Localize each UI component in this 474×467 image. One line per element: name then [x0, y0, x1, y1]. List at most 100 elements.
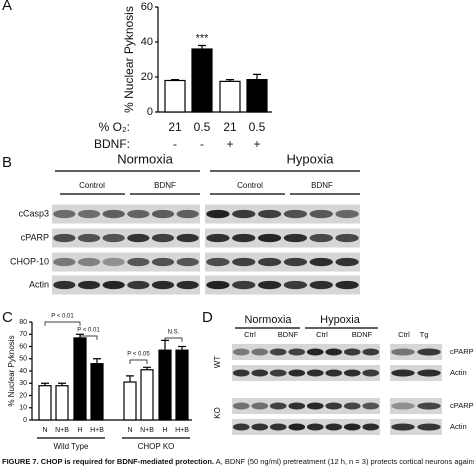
blot-strip [52, 275, 200, 295]
blot-strip [232, 419, 380, 435]
treatment-label: BDNF [311, 181, 333, 190]
band [417, 402, 441, 410]
blot-strip [390, 365, 442, 381]
row-label: cPARP [21, 232, 49, 242]
row-value: + [253, 137, 260, 151]
band [232, 257, 256, 267]
band [283, 233, 308, 243]
error-bar [171, 79, 179, 81]
band [127, 257, 150, 267]
blot-strip [52, 252, 200, 272]
band [288, 369, 306, 377]
row-label: BDNF: [94, 137, 130, 151]
condition-label: Normoxia [244, 314, 292, 326]
band [151, 280, 175, 290]
band [306, 423, 324, 431]
band [257, 209, 282, 219]
x-tick-label: N [127, 427, 132, 434]
band [232, 348, 250, 356]
band [335, 209, 359, 219]
bar [164, 79, 186, 113]
treatment-label: Control [79, 181, 105, 190]
row-value: 21 [223, 120, 237, 134]
band [251, 348, 269, 356]
y-tick-label: 50 [19, 356, 27, 363]
band [127, 233, 150, 243]
genotype-label: WT [213, 356, 222, 369]
band [53, 209, 76, 219]
band [288, 348, 306, 356]
row-value: 0.5 [194, 120, 211, 134]
comparison-bracket [164, 337, 183, 342]
band [206, 233, 230, 243]
band [77, 209, 101, 219]
band [176, 257, 199, 267]
row-value: 21 [168, 120, 182, 134]
band [251, 402, 269, 410]
panel-label: D [202, 309, 213, 326]
x-tick-label: H+B [90, 427, 104, 434]
band [288, 423, 306, 431]
band [102, 257, 125, 267]
band [335, 257, 359, 267]
band [343, 369, 361, 377]
band [232, 233, 256, 243]
band [77, 233, 101, 243]
band [151, 209, 175, 219]
error-bar [126, 375, 134, 383]
band [251, 423, 269, 431]
annotation: *** [196, 32, 210, 44]
band [257, 233, 282, 243]
condition-label: Normoxia [117, 151, 173, 166]
band [53, 257, 76, 267]
band [127, 280, 150, 290]
bar [158, 349, 172, 421]
row-label: cPARP [450, 401, 474, 410]
band [325, 369, 343, 377]
error-bar [41, 382, 49, 386]
band [417, 348, 441, 356]
treatment-label: Ctrl [244, 330, 256, 339]
blot-strip [232, 398, 380, 414]
band [283, 257, 308, 267]
caption-label: FIGURE 7. [2, 457, 39, 466]
band [102, 209, 125, 219]
band [257, 280, 282, 290]
band [391, 369, 415, 377]
y-tick-label: 0 [147, 106, 153, 118]
band [77, 280, 101, 290]
band [176, 233, 199, 243]
blot-strip [205, 228, 360, 248]
band [309, 209, 333, 219]
error-bar [198, 44, 206, 49]
band [269, 369, 287, 377]
y-tick-label: 40 [19, 368, 27, 375]
x-tick-label: H [162, 427, 167, 434]
band [269, 402, 287, 410]
band [335, 233, 359, 243]
treatment-label: Ctrl [316, 330, 328, 339]
y-axis-label: % Nuclear Pyknosis [7, 335, 16, 406]
bar [246, 79, 268, 113]
band [206, 280, 230, 290]
band [232, 280, 256, 290]
band [269, 348, 287, 356]
bar [175, 349, 189, 421]
panel-label: C [2, 309, 13, 326]
caption-text: A, BDNF (50 ng/ml) pretreatment (12 h, n… [216, 457, 474, 466]
bar [73, 337, 87, 421]
bar [191, 48, 213, 113]
panel-label: A [2, 0, 12, 14]
error-bar [143, 366, 151, 370]
band [306, 369, 324, 377]
band [362, 369, 380, 377]
y-tick-label: 40 [141, 36, 153, 48]
y-tick-label: 70 [19, 331, 27, 338]
band [232, 369, 250, 377]
treatment-label: BDNF [352, 330, 373, 339]
band [325, 348, 343, 356]
band [362, 423, 380, 431]
band [306, 348, 324, 356]
row-label: cPARP [450, 347, 474, 356]
error-bar [58, 382, 66, 386]
